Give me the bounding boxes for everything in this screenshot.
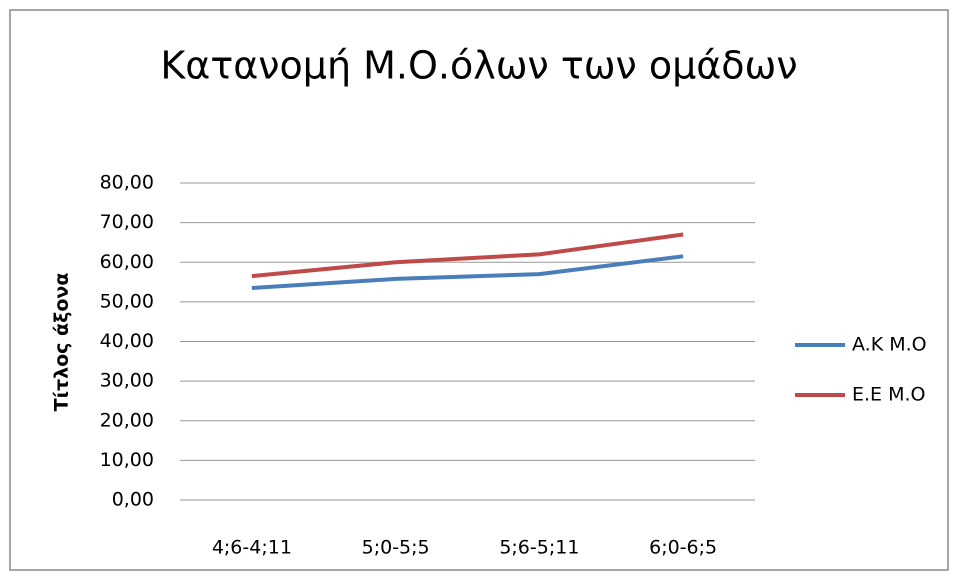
chart-frame: [9, 9, 949, 571]
series-line: [251, 232, 684, 279]
x-tick-label: 5;6-5;11: [499, 537, 579, 559]
x-tick-label: 5;0-5;5: [362, 537, 430, 559]
y-tick-label: 10,00: [100, 449, 154, 471]
y-tick-label: 80,00: [100, 172, 154, 194]
legend-label: A.K M.O: [852, 334, 927, 356]
y-tick-label: 20,00: [100, 409, 154, 431]
series-line: [251, 254, 684, 291]
y-tick-label: 70,00: [100, 211, 154, 233]
x-tick-label: 4;6-4;11: [212, 537, 292, 559]
y-tick-label: 40,00: [100, 330, 154, 352]
y-axis-label: Τίτλος άξονα: [51, 273, 73, 412]
y-tick-label: 0,00: [112, 489, 154, 511]
y-tick-label: 60,00: [100, 251, 154, 273]
legend-label: E.E M.O: [852, 384, 925, 406]
x-tick-label: 6;0-6;5: [649, 537, 717, 559]
y-tick-label: 30,00: [100, 370, 154, 392]
chart-title: Κατανομή Μ.Ο.όλων των ομάδων: [160, 44, 797, 88]
y-tick-label: 50,00: [100, 290, 154, 312]
